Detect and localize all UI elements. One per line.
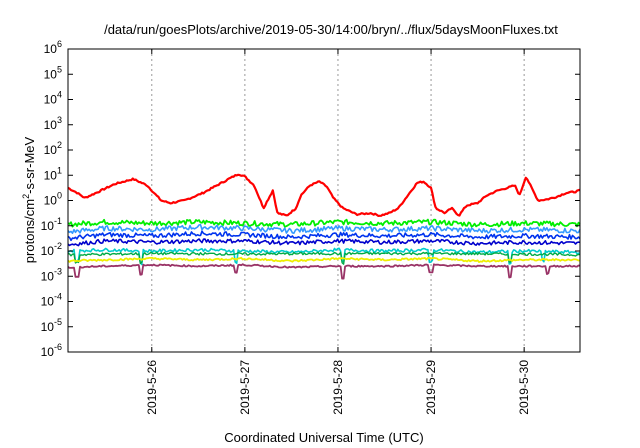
y-tick-exponent: 3 <box>57 115 62 125</box>
series-line-2 <box>67 223 581 234</box>
y-tick-label: 102 <box>44 140 62 157</box>
series-line-6 <box>67 251 581 265</box>
y-tick-base: 10 <box>41 345 55 359</box>
series-line-3 <box>67 230 581 242</box>
series-group <box>67 173 581 280</box>
y-tick-base: 10 <box>44 143 58 157</box>
x-tick-label: 2019-5-30 <box>517 360 531 415</box>
y-tick-label: 101 <box>44 165 62 182</box>
y-tick-base: 10 <box>41 295 55 309</box>
x-axis-label: Coordinated Universal Time (UTC) <box>224 430 423 445</box>
y-tick-exponent: -5 <box>54 317 62 327</box>
x-tick-label: 2019-5-26 <box>145 360 159 415</box>
y-tick-base: 10 <box>41 244 55 258</box>
y-tick-base: 10 <box>44 168 58 182</box>
series-line-7 <box>67 256 580 264</box>
y-tick-label: 106 <box>44 39 62 56</box>
y-tick-exponent: -1 <box>54 216 62 226</box>
y-tick-exponent: 4 <box>57 90 62 100</box>
y-axis-label-sup: 2 <box>21 194 31 199</box>
y-tick-exponent: -3 <box>54 266 62 276</box>
y-tick-exponent: 1 <box>57 165 62 175</box>
y-axis-ticks: 10610510410310210110010-110-210-310-410-… <box>41 39 580 359</box>
x-axis-ticks: 2019-5-26 2019-5-27 2019-5-28 2019-5-29 2019… <box>145 49 531 415</box>
y-tick-exponent: 2 <box>57 140 62 150</box>
y-tick-base: 10 <box>44 67 58 81</box>
series-line-4 <box>67 238 581 247</box>
plot-frame <box>67 48 581 353</box>
y-tick-label: 10-5 <box>41 317 62 334</box>
y-tick-exponent: 5 <box>57 64 62 74</box>
y-tick-base: 10 <box>44 194 58 208</box>
x-tick-label: 2019-5-28 <box>331 360 345 415</box>
x-tick-label: 2019-5-27 <box>238 360 252 415</box>
y-axis-label-main: protons/cm <box>22 199 37 263</box>
grid-lines <box>151 49 525 352</box>
y-tick-label: 100 <box>44 191 62 208</box>
series-line-0 <box>67 173 581 217</box>
y-tick-label: 10-2 <box>41 241 62 258</box>
y-tick-base: 10 <box>41 320 55 334</box>
y-tick-base: 10 <box>41 219 55 233</box>
y-axis-label-tail: -s-sr-MeV <box>22 136 37 193</box>
y-tick-base: 10 <box>44 93 58 107</box>
series-line-8 <box>67 263 581 280</box>
y-tick-exponent: -4 <box>54 292 62 302</box>
y-tick-label: 104 <box>44 90 62 107</box>
chart-title: /data/run/goesPlots/archive/2019-05-30/1… <box>104 22 558 37</box>
y-tick-base: 10 <box>41 269 55 283</box>
y-tick-label: 10-6 <box>41 342 62 359</box>
y-tick-label: 10-3 <box>41 266 62 283</box>
y-tick-base: 10 <box>44 42 58 56</box>
y-tick-exponent: -2 <box>54 241 62 251</box>
y-tick-label: 10-4 <box>41 292 62 309</box>
y-tick-exponent: 6 <box>57 39 62 49</box>
y-tick-exponent: -6 <box>54 342 62 352</box>
series-line-5 <box>67 247 581 266</box>
y-tick-exponent: 0 <box>57 191 62 201</box>
y-tick-label: 10-1 <box>41 216 62 233</box>
x-tick-label: 2019-5-29 <box>424 360 438 415</box>
y-tick-base: 10 <box>44 118 58 132</box>
y-tick-label: 103 <box>44 115 62 132</box>
series-line-1 <box>67 218 581 228</box>
y-tick-label: 105 <box>44 64 62 81</box>
y-axis-label: protons/cm2-s-sr-MeV <box>21 136 37 263</box>
